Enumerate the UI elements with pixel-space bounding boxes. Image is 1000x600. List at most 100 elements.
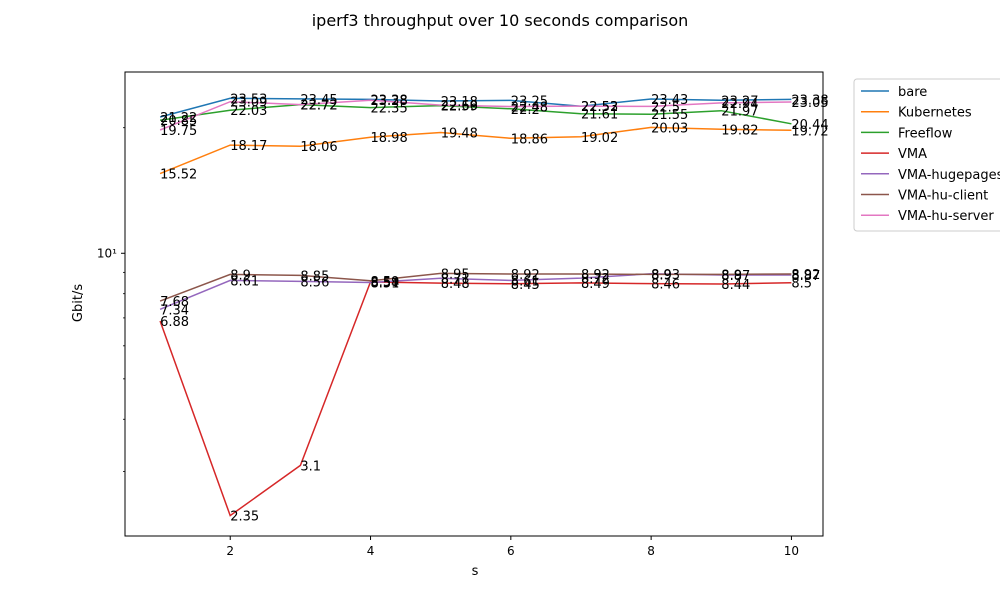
data-label-vma: 8.49 (581, 277, 610, 292)
data-label-vma-hugepages: 8.56 (300, 275, 329, 290)
legend-label-vma-hu-client: VMA-hu-client (898, 189, 988, 204)
data-label-freeflow: 21.55 (651, 108, 688, 123)
series-line-freeflow (159, 103, 792, 125)
data-label-kubernetes: 19.02 (581, 131, 618, 146)
data-label-vma-hugepages: 8.61 (230, 274, 259, 289)
data-label-vma-hu-server: 19.75 (160, 124, 197, 139)
data-label-bare: 23.43 (651, 93, 688, 108)
data-label-vma-hu-client: 8.59 (371, 275, 400, 290)
data-label-freeflow: 22.2 (511, 103, 540, 118)
x-axis-label: s (472, 564, 479, 579)
data-label-freeflow: 22.03 (230, 104, 267, 119)
data-label-bare: 22.52 (581, 100, 618, 115)
x-tick-label: 10 (784, 544, 799, 558)
series-line-kubernetes (159, 126, 792, 175)
data-label-vma-hu-client: 8.9 (651, 268, 672, 283)
data-label-vma-hu-server: 22.94 (721, 97, 758, 112)
data-label-vma-hu-server: 23.09 (230, 96, 267, 111)
x-tick-label: 2 (226, 544, 234, 558)
series-line-bare (159, 97, 792, 118)
data-label-bare: 23.27 (721, 94, 758, 109)
data-label-vma-hu-client: 8.92 (511, 268, 540, 283)
data-label-bare: 23.45 (300, 93, 337, 108)
data-label-kubernetes: 20.03 (651, 121, 688, 136)
series-line-vma-hu-server (159, 99, 792, 131)
data-label-freeflow: 22.35 (371, 102, 408, 117)
data-labels: 21.22 23.53 23.45 23.38 23.18 23.25 22.52 23.43… (160, 92, 829, 524)
data-label-vma-hugepages: 8.93 (651, 268, 680, 283)
data-label-vma: 8.44 (721, 278, 750, 293)
x-axis-ticks: 2 4 6 8 10 (226, 536, 799, 558)
legend-label-freeflow: Freeflow (898, 126, 953, 141)
data-label-vma: 8.48 (441, 277, 470, 292)
data-label-vma-hu-client: 8.92 (581, 268, 610, 283)
data-label-vma-hu-server: 22.72 (300, 99, 337, 114)
data-label-kubernetes: 19.48 (441, 127, 478, 142)
data-label-freeflow: 21.61 (581, 108, 618, 123)
series-lines (159, 97, 792, 517)
data-label-freeflow: 20.85 (160, 114, 197, 129)
data-label-vma: 8.46 (651, 278, 680, 293)
data-label-bare: 23.18 (441, 95, 478, 110)
legend-box (853, 78, 1000, 232)
data-label-vma-hu-client: 8.85 (300, 269, 329, 284)
data-label-freeflow: 21.97 (721, 105, 758, 120)
plot-frame (124, 71, 824, 537)
legend-label-bare: bare (898, 85, 927, 100)
data-label-bare: 21.22 (160, 111, 197, 126)
data-label-vma: 6.88 (160, 315, 189, 330)
data-label-vma-hugepages: 8.51 (371, 277, 400, 292)
data-label-vma-hugepages: 8.72 (581, 272, 610, 287)
data-label-freeflow: 22.59 (441, 100, 478, 115)
data-label-vma-hu-client: 7.68 (160, 295, 189, 310)
legend-label-vma-hugepages: VMA-hugepages (898, 168, 1000, 183)
data-label-kubernetes: 18.17 (230, 139, 267, 154)
data-label-vma-hugepages: 8.61 (511, 274, 540, 289)
x-tick-label: 6 (507, 544, 515, 558)
data-label-bare: 23.38 (791, 93, 828, 108)
data-label-vma: 8.54 (371, 276, 400, 291)
data-label-freeflow: 20.44 (791, 118, 828, 133)
data-label-vma-hu-client: 8.95 (441, 267, 470, 282)
data-label-kubernetes: 19.82 (721, 123, 758, 138)
data-label-kubernetes: 15.52 (160, 168, 197, 183)
data-label-freeflow: 22.72 (300, 99, 337, 114)
data-label-vma-hu-client: 8.92 (791, 268, 820, 283)
x-tick-label: 8 (647, 544, 655, 558)
series-line-vma-hu-client (159, 272, 792, 302)
data-label-vma-hu-server: 22.48 (511, 101, 548, 116)
data-label-vma: 8.45 (511, 278, 540, 293)
data-label-vma-hu-server: 22.66 (441, 99, 478, 114)
legend-label-kubernetes: Kubernetes (898, 106, 972, 121)
legend-label-vma-hu-server: VMA-hu-server (898, 209, 994, 224)
data-label-kubernetes: 18.06 (300, 140, 337, 155)
data-label-bare: 23.25 (511, 94, 548, 109)
y-tick-label: 10¹ (97, 246, 117, 260)
series-line-vma (159, 281, 792, 517)
legend: bare Kubernetes Freeflow VMA VMA-hugepages VM… (853, 78, 1000, 232)
x-tick-label: 4 (367, 544, 375, 558)
y-axis-label: Gbit/s (71, 284, 86, 322)
data-label-vma-hugepages: 8.71 (441, 272, 470, 287)
data-label-vma-hu-client: 8.9 (230, 268, 251, 283)
data-label-vma-hu-server: 22.5 (651, 100, 680, 115)
data-label-vma-hu-server: 23.05 (791, 96, 828, 111)
data-label-vma: 3.1 (300, 459, 321, 474)
data-label-vma-hugepages: 8.87 (791, 269, 820, 284)
chart-title: iperf3 throughput over 10 seconds compar… (312, 11, 689, 30)
data-label-bare: 23.38 (371, 93, 408, 108)
data-label-vma-hu-server: 22.53 (581, 100, 618, 115)
data-label-vma-hugepages: 8.87 (721, 269, 750, 284)
data-label-kubernetes: 18.86 (511, 132, 548, 147)
data-label-vma-hu-client: 8.9 (721, 268, 742, 283)
data-label-vma: 2.35 (230, 510, 259, 525)
legend-label-vma: VMA (898, 147, 927, 162)
y-axis-ticks: 10¹ (97, 127, 125, 472)
data-label-vma-hugepages: 7.34 (160, 303, 189, 318)
data-label-bare: 23.53 (230, 92, 267, 107)
data-label-kubernetes: 18.98 (371, 131, 408, 146)
data-label-vma: 8.5 (791, 277, 812, 292)
data-label-vma-hu-server: 23.28 (371, 94, 408, 109)
data-label-kubernetes: 19.72 (791, 124, 828, 139)
